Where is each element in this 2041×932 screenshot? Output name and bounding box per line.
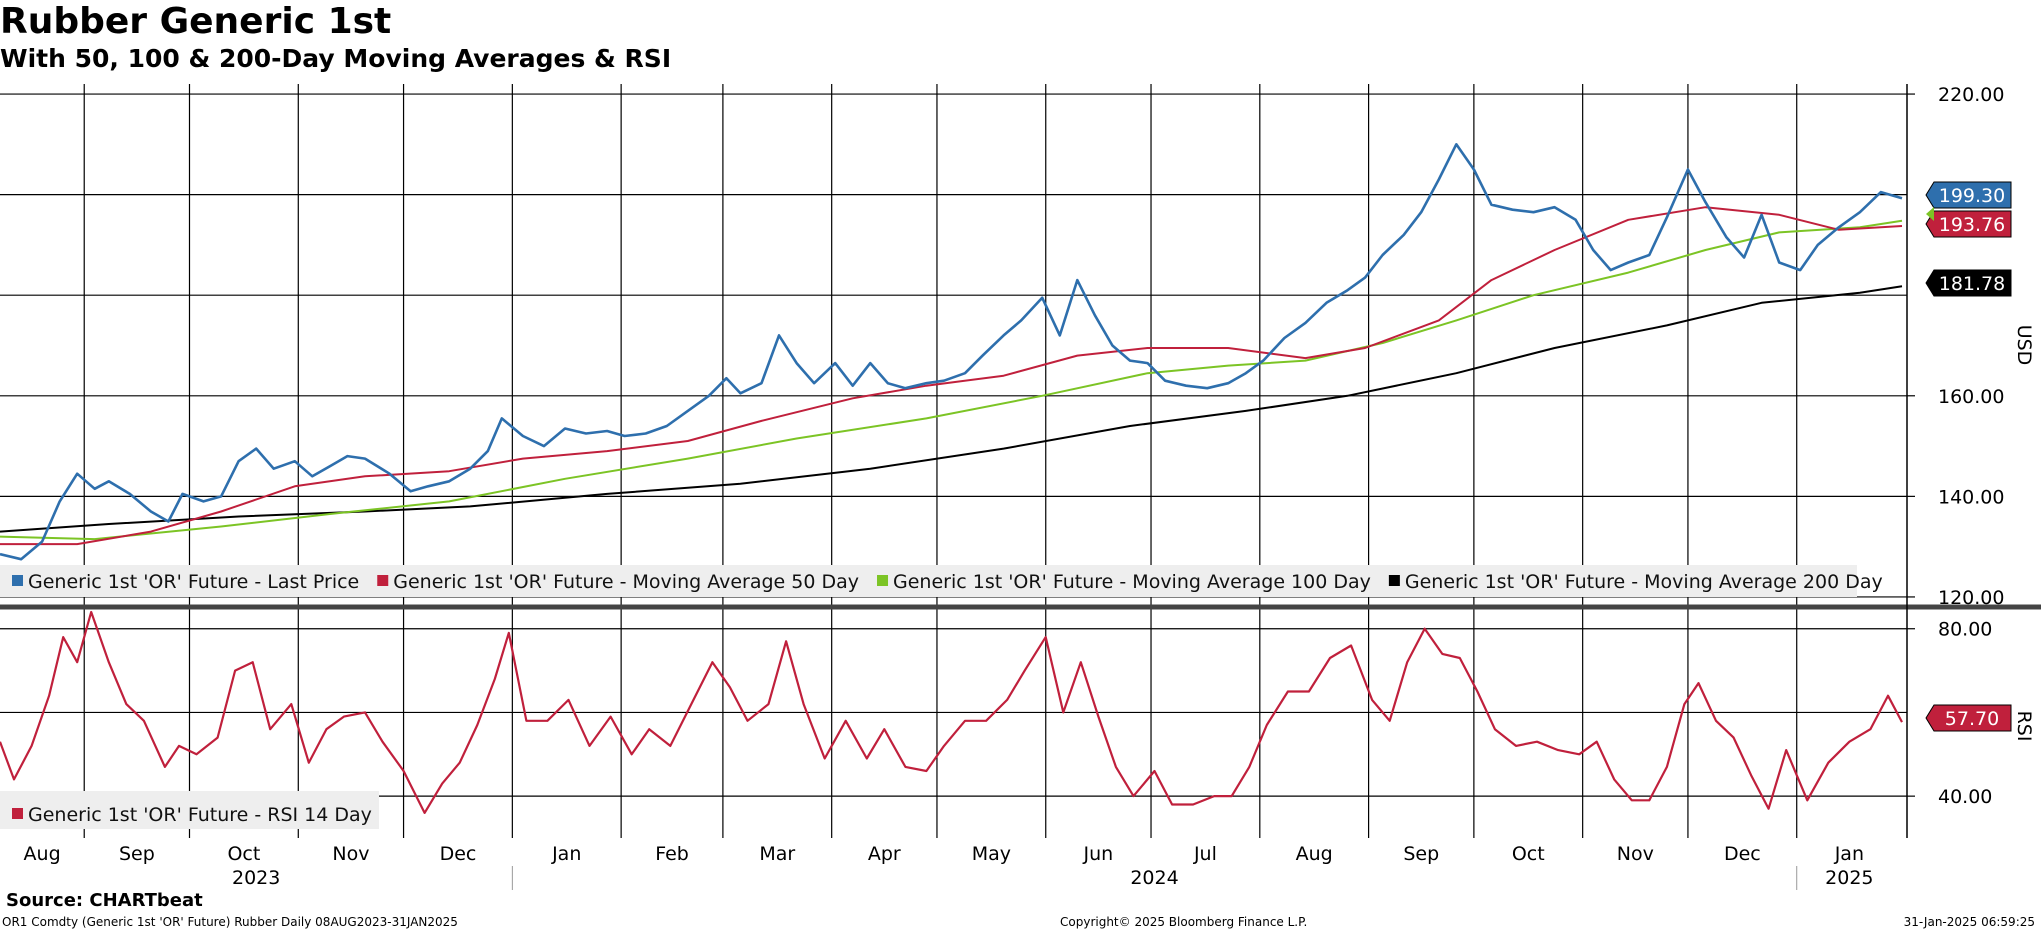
legend-swatch [12,808,23,819]
x-month-label: Oct [1512,843,1545,865]
legend-swatch [877,575,889,586]
ticker-info: OR1 Comdty (Generic 1st 'OR' Future) Rub… [2,915,458,929]
x-month-label: Dec [1724,843,1761,865]
badge-shape [1925,181,2012,209]
x-month-label: Nov [1617,843,1654,865]
rsi-panel-series [0,610,1903,815]
rsi-axis-label: RSI [2013,711,2035,742]
x-year-label: 2023 [232,867,280,889]
rsi-legend: Generic 1st 'OR' Future - RSI 14 Day [0,791,379,829]
x-month-label: Jul [1193,843,1217,865]
chart-subtitle: With 50, 100 & 200-Day Moving Averages &… [0,44,672,73]
legend-entry: Generic 1st 'OR' Future - RSI 14 Day [28,804,372,826]
price-legend-box [0,565,1857,597]
legend-entry: Generic 1st 'OR' Future - Last Price [28,571,359,593]
y-tick-label: 220.00 [1938,84,2004,106]
grid-lines [0,84,1907,838]
y-tick-label: 40.00 [1938,786,1992,808]
x-month-label: May [972,843,1011,865]
x-month-label: Sep [119,843,155,865]
chart-title: Rubber Generic 1st [0,1,392,42]
badge-value: 193.76 [1939,214,2005,236]
x-month-label: Jan [551,843,581,865]
ma100-marker [1926,207,1934,221]
series-line-rsi [0,610,1903,815]
x-month-label: Nov [332,843,369,865]
x-year-label: 2024 [1130,867,1178,889]
x-month-label: Aug [1296,843,1333,865]
chart-frame [0,84,2041,838]
legend-entry: Generic 1st 'OR' Future - Moving Average… [393,571,859,593]
badge-value: 181.78 [1939,273,2005,295]
x-month-label: Apr [868,843,901,865]
x-month-label: Mar [759,843,795,865]
x-month-label: Jun [1083,843,1114,865]
badge-shape [1925,269,2012,297]
last-value-badge: 57.70 [1925,704,2012,732]
badge-shape [1925,704,2012,732]
series-line-ma-50 [0,206,1903,546]
x-month-label: Oct [227,843,260,865]
x-month-label: Feb [655,843,689,865]
y-axis-ticks: 220.00 160.00 140.00 120.00 80.00 40.00 [1907,84,2004,808]
x-month-label: Aug [24,843,61,865]
badge-shape [1925,210,2012,238]
x-month-label: Dec [440,843,477,865]
price-panel-series [0,143,1903,561]
legend-swatch [377,575,389,586]
timestamp: 31-Jan-2025 06:59:25 [1903,915,2035,929]
y-tick-label: 120.00 [1938,587,2004,609]
y-tick-label: 80.00 [1938,619,1992,641]
series-line-last-price [0,143,1903,561]
y-tick-label: 160.00 [1938,386,2004,408]
last-value-badges: 199.30 193.76 181.78 57.70 [1925,181,2012,732]
x-axis-labels: Aug Sep Oct Nov Dec Jan Feb Mar Apr May Jun Jul Aug S… [24,843,1874,890]
legend-entry: Generic 1st 'OR' Future - Moving Average… [893,571,1371,593]
badge-value: 199.30 [1939,185,2005,207]
rsi-legend-box [0,791,379,829]
x-month-label: Sep [1403,843,1439,865]
price-axis-label: USD [2013,325,2035,366]
price-legend: Generic 1st 'OR' Future - Last Price Gene… [0,565,1883,597]
source-note: Source: CHARTbeat [6,890,203,911]
last-value-badge: 199.30 [1925,181,2012,209]
series-line-ma-200 [0,285,1903,533]
series-line-ma-100 [0,219,1903,541]
x-month-label: Jan [1834,843,1864,865]
copyright-note: Copyright© 2025 Bloomberg Finance L.P. [1060,915,1308,929]
y-tick-label: 140.00 [1938,486,2004,508]
legend-swatch [12,575,23,586]
badge-value: 57.70 [1945,708,1999,730]
legend-entry: Generic 1st 'OR' Future - Moving Average… [1405,571,1883,593]
legend-swatch [1388,575,1400,586]
last-value-badge: 181.78 [1925,269,2012,297]
last-value-badge: 193.76 [1925,210,2012,238]
x-year-label: 2025 [1825,867,1873,889]
